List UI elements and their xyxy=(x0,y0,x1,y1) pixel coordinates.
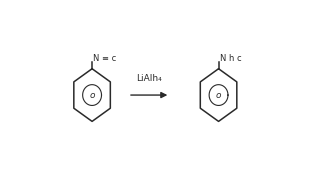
Text: N h c: N h c xyxy=(220,54,241,63)
Text: o: o xyxy=(216,91,221,100)
Text: N ≡ c: N ≡ c xyxy=(93,54,116,63)
Text: o: o xyxy=(89,91,95,100)
Text: LiAlh₄: LiAlh₄ xyxy=(136,74,162,83)
